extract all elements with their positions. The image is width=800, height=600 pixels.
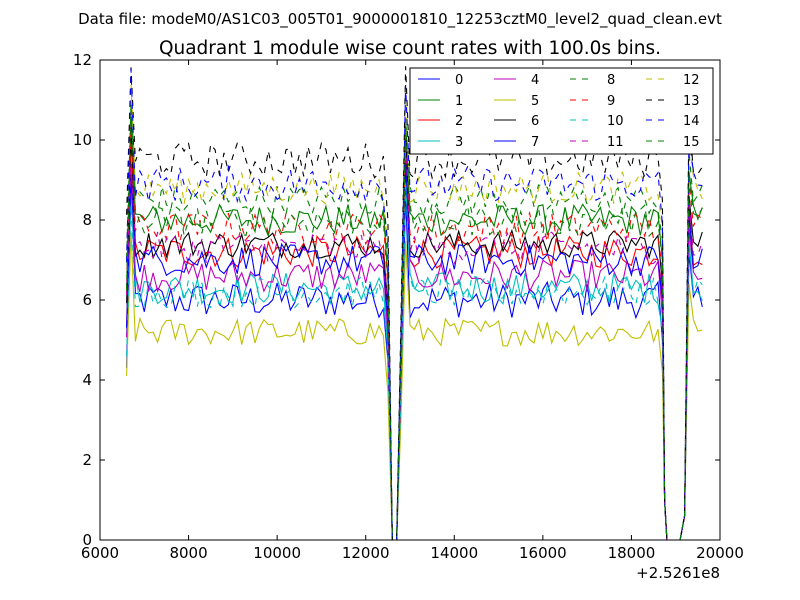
x-tick-label: 6000 <box>81 544 119 562</box>
legend-label-2: 2 <box>455 114 463 129</box>
y-tick-label: 2 <box>82 451 92 469</box>
legend-label-9: 9 <box>607 94 615 109</box>
chart-title: Quadrant 1 module wise count rates with … <box>159 38 661 59</box>
series-line-5 <box>126 231 703 540</box>
series-line-12 <box>126 83 703 540</box>
y-tick-label: 0 <box>82 531 92 549</box>
series-line-0 <box>126 180 703 540</box>
tick-labels: 6000 8000 10000 12000 14000 16000 18000 20000 0 2… <box>73 51 744 562</box>
legend-frame <box>409 67 714 155</box>
suptitle: Data file: modeM0/AS1C03_005T01_90000018… <box>78 10 722 29</box>
series-lines <box>126 66 703 540</box>
y-tick-label: 10 <box>73 131 92 149</box>
series-line-6 <box>126 127 703 540</box>
series-line-1 <box>126 114 703 540</box>
legend-label-15: 15 <box>683 135 700 150</box>
x-tick-label: 16000 <box>519 544 567 562</box>
legend-label-6: 6 <box>531 114 539 129</box>
legend-label-7: 7 <box>531 135 539 150</box>
series-line-3 <box>126 175 703 540</box>
legend-label-5: 5 <box>531 94 539 109</box>
series-line-13 <box>126 66 703 540</box>
series-line-7 <box>126 164 703 540</box>
series-line-9 <box>126 128 703 540</box>
x-tick-label: 10000 <box>253 544 301 562</box>
legend-label-3: 3 <box>455 135 463 150</box>
y-tick-label: 6 <box>82 291 92 309</box>
series-line-15 <box>126 103 703 540</box>
legend-label-14: 14 <box>683 114 700 129</box>
legend-label-4: 4 <box>531 73 539 88</box>
x-offset-label: +2.5261e8 <box>636 564 720 582</box>
x-tick-label: 8000 <box>169 544 207 562</box>
y-tick-label: 8 <box>82 211 92 229</box>
legend-label-10: 10 <box>607 114 624 129</box>
plot-frame <box>99 59 721 541</box>
x-tick-label: 18000 <box>608 544 656 562</box>
legend-label-8: 8 <box>607 73 615 88</box>
y-tick-label: 12 <box>73 51 92 69</box>
x-tick-label: 20000 <box>696 544 744 562</box>
legend-label-1: 1 <box>455 94 463 109</box>
y-tick-label: 4 <box>82 371 92 389</box>
legend-label-0: 0 <box>455 73 463 88</box>
x-tick-label: 14000 <box>430 544 478 562</box>
series-line-14 <box>126 68 703 540</box>
series-line-8 <box>126 103 703 540</box>
legend-label-11: 11 <box>607 135 624 150</box>
legend-label-13: 13 <box>683 94 700 109</box>
series-line-10 <box>126 181 703 540</box>
x-tick-label: 12000 <box>342 544 390 562</box>
series-line-4 <box>126 160 703 540</box>
legend-label-12: 12 <box>683 73 700 88</box>
